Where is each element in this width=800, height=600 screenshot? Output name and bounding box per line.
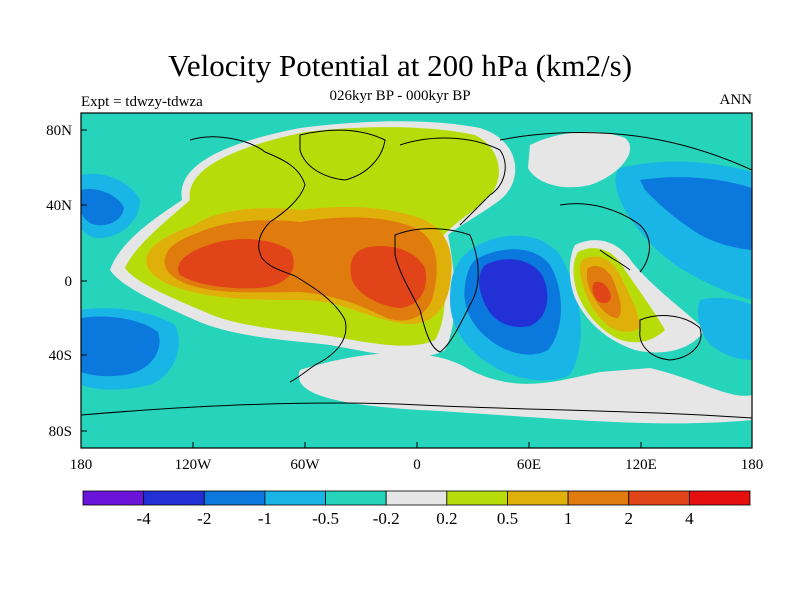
colorbar-swatch xyxy=(203,490,266,506)
lon-label-120e: 120E xyxy=(625,457,657,473)
colorbar xyxy=(82,490,751,506)
contour-neutral-north xyxy=(528,131,631,188)
colorbar-swatch xyxy=(446,490,508,506)
colorbar-labels: -4 -2 -1 -0.5 -0.2 0.2 0.5 1 2 4 xyxy=(137,509,695,528)
coast-antarctica xyxy=(81,402,752,419)
colorbar-label: -2 xyxy=(197,509,211,528)
colorbar-swatch xyxy=(385,490,448,506)
colorbar-label: 0.2 xyxy=(436,509,457,528)
lat-label-40s: 40S xyxy=(49,348,72,364)
colorbar-swatch xyxy=(325,490,387,506)
colorbar-swatch xyxy=(688,490,751,506)
contour-negative-1-sw xyxy=(81,316,160,377)
coast-greenland xyxy=(299,129,386,181)
colorbar-swatch xyxy=(567,490,630,506)
lon-label-0: 0 xyxy=(413,457,421,473)
colorbar-swatch xyxy=(143,490,205,506)
colorbar-label: -0.2 xyxy=(373,509,400,528)
coast-europe xyxy=(399,137,506,226)
plot-title: Velocity Potential at 200 hPa (km2/s) xyxy=(167,48,633,83)
plot-subtitle: 026kyr BP - 000kyr BP xyxy=(329,88,471,104)
contour-negative-2 xyxy=(479,259,548,328)
contour-negative-0p5-se xyxy=(697,297,752,360)
colorbar-label: -0.5 xyxy=(312,509,339,528)
coast-australia xyxy=(639,315,702,361)
lat-label-80s: 80S xyxy=(49,424,72,440)
colorbar-swatch xyxy=(628,490,690,506)
season-label: ANN xyxy=(719,92,753,108)
lon-label-60w: 60W xyxy=(290,457,320,473)
lon-label-180w: 180 xyxy=(70,457,93,473)
coast-africa xyxy=(394,228,479,353)
lon-label-120w: 120W xyxy=(175,457,213,473)
contour-positive-2-maritime xyxy=(592,281,611,304)
contour-negative-1-ne xyxy=(640,177,752,250)
coastlines xyxy=(81,129,752,419)
contour-negative-1-nw xyxy=(81,188,124,226)
lon-axis: 180 120W 60W 0 60E 120E 180 xyxy=(70,442,764,473)
coast-asia xyxy=(499,132,752,273)
lon-label-180e: 180 xyxy=(741,457,764,473)
contour-positive-2-west xyxy=(178,238,294,289)
colorbar-label: 4 xyxy=(685,509,694,528)
contour-positive-2-east xyxy=(350,246,427,308)
colorbar-swatch xyxy=(264,490,326,506)
colorbar-swatch xyxy=(82,490,145,506)
colorbar-label: 1 xyxy=(564,509,573,528)
contour-field xyxy=(81,113,752,448)
colorbar-swatch xyxy=(507,490,569,506)
colorbar-label: 0.5 xyxy=(497,509,518,528)
contour-neutral-south xyxy=(298,353,752,424)
lat-label-0: 0 xyxy=(65,274,73,290)
colorbar-label: 2 xyxy=(624,509,633,528)
colorbar-label: -4 xyxy=(137,509,152,528)
colorbar-label: -1 xyxy=(258,509,272,528)
experiment-label: Expt = tdwzy-tdwza xyxy=(81,94,203,110)
lat-label-40n: 40N xyxy=(46,198,72,214)
coast-americas xyxy=(189,136,347,383)
lat-axis: 80N 40N 0 40S 80S xyxy=(46,123,87,440)
lat-label-80n: 80N xyxy=(46,123,72,139)
lon-label-60e: 60E xyxy=(517,457,541,473)
